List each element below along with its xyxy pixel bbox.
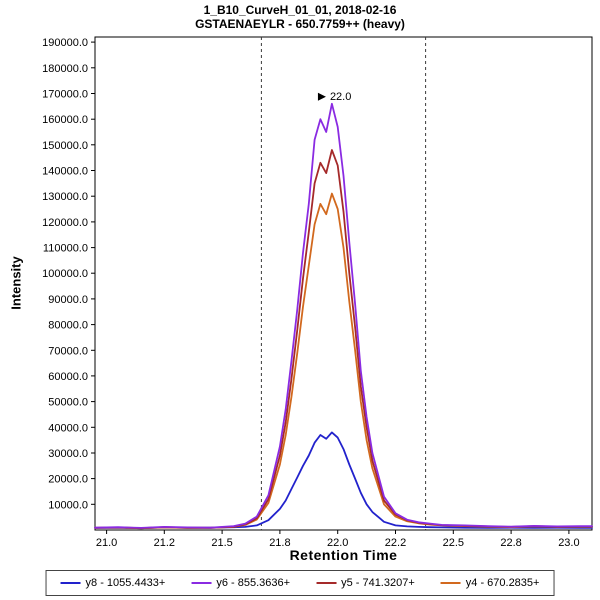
y-tick-label: 40000.0: [48, 422, 88, 434]
y-tick-label: 70000.0: [48, 345, 88, 357]
x-tick-label: 21.5: [211, 537, 232, 549]
y-tick-label: 20000.0: [48, 474, 88, 486]
legend-label-y4: y4 - 670.2835+: [465, 577, 540, 589]
series-line-y8: [94, 431, 593, 530]
y-tick-label: 140000.0: [42, 166, 88, 178]
legend-swatch-y6: [191, 582, 212, 584]
y-axis-label: Intensity: [8, 256, 24, 310]
y-tick-label: 100000.0: [42, 268, 88, 280]
y-tick-label: 150000.0: [42, 140, 88, 152]
legend-label-y8: y8 - 1055.4433+: [85, 577, 166, 589]
y-tick-label: 80000.0: [48, 320, 88, 332]
legend: y8 - 1055.4433+ y6 - 855.3636+ y5 - 741.32…: [45, 570, 555, 596]
x-tick-label: 21.2: [154, 537, 175, 549]
legend-swatch-y8: [60, 582, 81, 584]
chart-title-line1: 1_B10_CurveH_01_01, 2018-02-16: [203, 3, 397, 17]
x-tick-label: 22.2: [385, 537, 406, 549]
y-tick-label: 60000.0: [48, 371, 88, 383]
y-tick-label: 10000.0: [48, 499, 88, 511]
y-tick-label: 30000.0: [48, 448, 88, 460]
legend-item-y4: y4 - 670.2835+: [440, 577, 540, 589]
legend-swatch-y4: [440, 582, 461, 584]
y-tick-label: 110000.0: [43, 243, 88, 255]
legend-item-y5: y5 - 741.3207+: [316, 577, 415, 589]
y-tick-label: 170000.0: [42, 89, 88, 101]
x-tick-label: 21.0: [96, 537, 117, 549]
peak-arrow-icon: [317, 92, 326, 101]
x-tick-label: 22.5: [443, 537, 464, 549]
y-tick-label: 90000.0: [48, 294, 88, 306]
x-axis-label: Retention Time: [289, 547, 398, 563]
x-tick-label: 23.0: [558, 537, 579, 549]
chart-title-line2: GSTAENAEYLR - 650.7759++ (heavy): [195, 17, 405, 31]
legend-item-y6: y6 - 855.3636+: [191, 577, 290, 589]
legend-swatch-y5: [316, 582, 337, 584]
x-tick-label: 22.0: [327, 537, 348, 549]
y-tick-label: 180000.0: [42, 63, 88, 75]
y-tick-label: 120000.0: [42, 217, 88, 229]
y-tick-label: 160000.0: [42, 114, 88, 126]
peak-rt-annotation: 22.0: [330, 91, 351, 103]
chart-title: 1_B10_CurveH_01_01, 2018-02-16 GSTAENAEY…: [0, 3, 600, 31]
plot-border: [94, 36, 593, 531]
x-tick-label: 22.8: [500, 537, 521, 549]
legend-label-y6: y6 - 855.3636+: [216, 577, 291, 589]
legend-label-y5: y5 - 741.3207+: [341, 577, 415, 589]
y-tick-label: 190000.0: [42, 37, 88, 49]
y-tick-label: 50000.0: [48, 397, 88, 409]
y-tick-label: 130000.0: [42, 191, 88, 203]
series-line-y6: [94, 102, 593, 529]
x-tick-label: 21.8: [269, 537, 290, 549]
legend-item-y8: y8 - 1055.4433+: [60, 577, 166, 589]
